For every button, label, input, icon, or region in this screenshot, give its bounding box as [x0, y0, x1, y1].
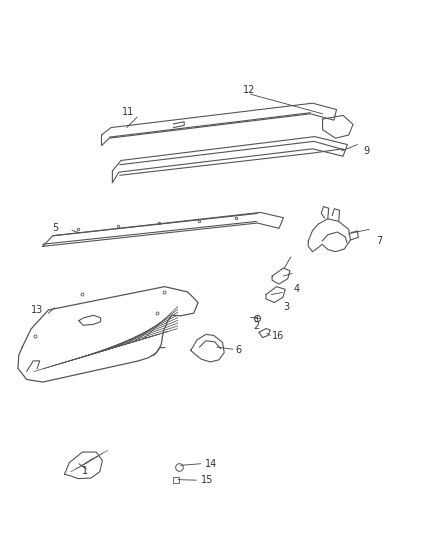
Text: 1: 1 — [82, 466, 88, 475]
Text: 15: 15 — [201, 475, 213, 485]
Text: 11: 11 — [122, 107, 134, 117]
Text: 2: 2 — [253, 321, 259, 331]
Text: 5: 5 — [52, 223, 59, 233]
Text: 9: 9 — [364, 146, 370, 156]
Text: 4: 4 — [294, 284, 300, 294]
Text: 12: 12 — [243, 85, 255, 95]
Text: 13: 13 — [31, 305, 43, 315]
Text: 7: 7 — [377, 236, 383, 246]
Text: 3: 3 — [283, 302, 290, 312]
Text: 6: 6 — [236, 345, 242, 356]
Text: 16: 16 — [272, 332, 284, 342]
Text: 14: 14 — [205, 459, 217, 469]
